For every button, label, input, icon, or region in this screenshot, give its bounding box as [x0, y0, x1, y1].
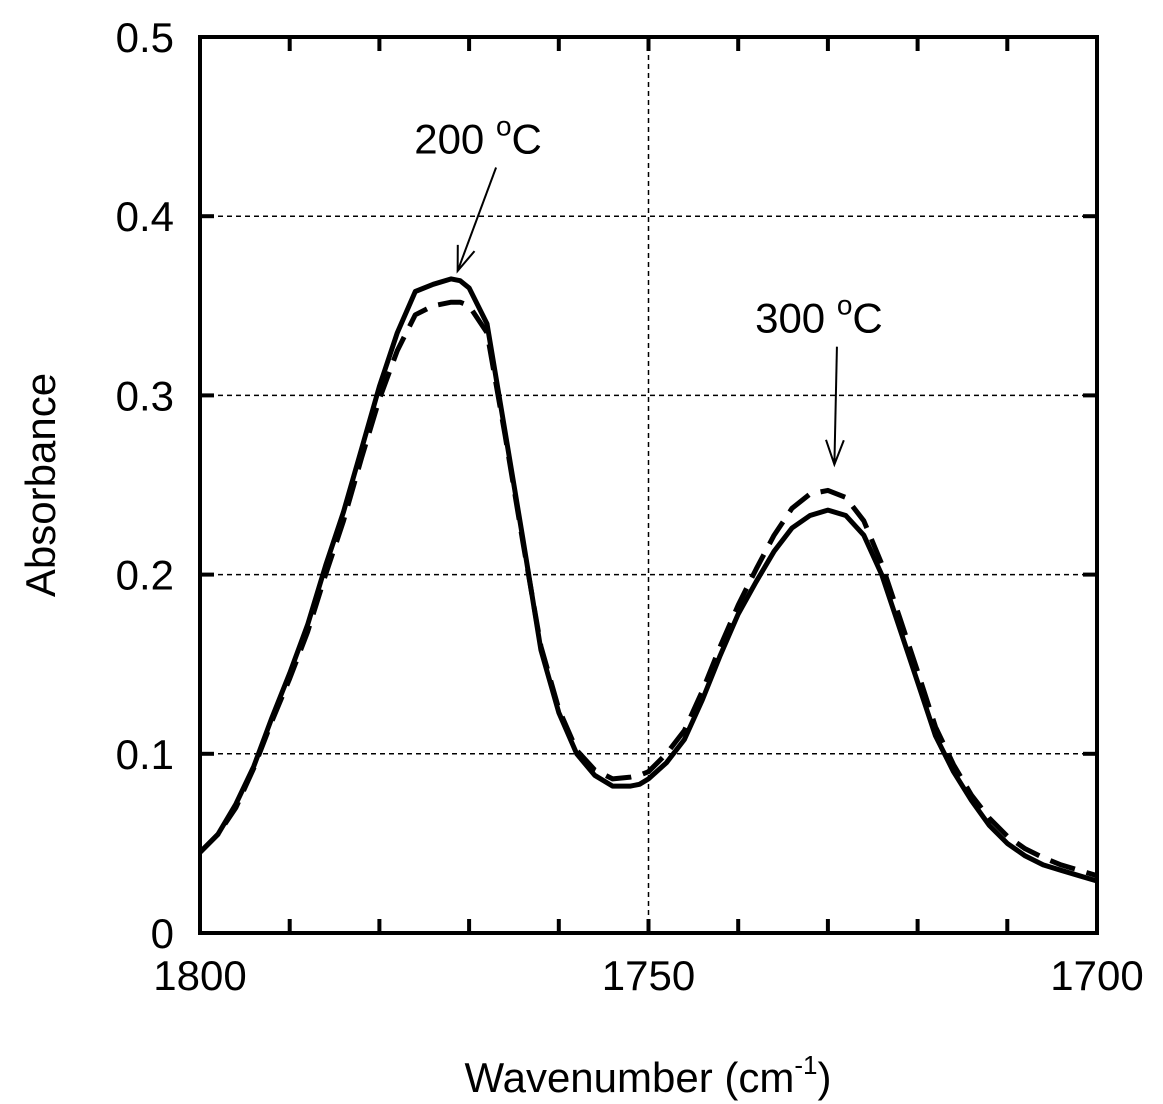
series-line-2	[198, 299, 1098, 879]
annotation-arrow-2	[833, 346, 838, 465]
annotation-unit: C	[512, 115, 542, 162]
y-tick-label: 0	[151, 910, 174, 957]
plot-frame	[198, 35, 1099, 935]
x-tick-label: 1700	[1050, 952, 1143, 999]
x-axis-title: Wavenumber (cm-1)	[465, 1050, 832, 1101]
annotation-text: 200	[414, 115, 496, 162]
y-tick-label: 0.5	[116, 14, 174, 61]
x-axis-title-close: )	[817, 1054, 831, 1101]
annotation-label-2: 300 oC	[755, 290, 883, 342]
x-tick-label: 1800	[153, 952, 246, 999]
annotation-arrow-1	[456, 167, 498, 272]
annotation-text: 300	[755, 295, 837, 342]
x-axis-title-main: Wavenumber (cm	[465, 1054, 795, 1101]
series-line-1	[198, 276, 1098, 884]
grid-lines	[200, 37, 1097, 933]
x-axis-title-superscript: -1	[794, 1050, 817, 1080]
y-tick-label: 0.3	[116, 372, 174, 419]
annotation-superscript: o	[837, 290, 853, 321]
y-tick-label: 0.2	[116, 552, 174, 599]
y-axis-title: Absorbance	[17, 373, 64, 597]
y-tick-label: 0.4	[116, 193, 174, 240]
y-tick-label: 0.1	[116, 731, 174, 778]
tick-labels: 0 0.1 0.2 0.3 0.4 0.5 1800 1750 1700	[116, 14, 1144, 999]
annotation-label-1: 200 oC	[414, 110, 542, 162]
annotation-arrowhead-1	[456, 244, 476, 274]
series-layer	[198, 276, 1098, 884]
annotation-unit: C	[852, 295, 882, 342]
annotation-arrowhead-2	[825, 439, 845, 468]
annotation-superscript: o	[496, 110, 512, 141]
x-tick-label: 1750	[602, 952, 695, 999]
axis-ticks	[200, 37, 1097, 933]
